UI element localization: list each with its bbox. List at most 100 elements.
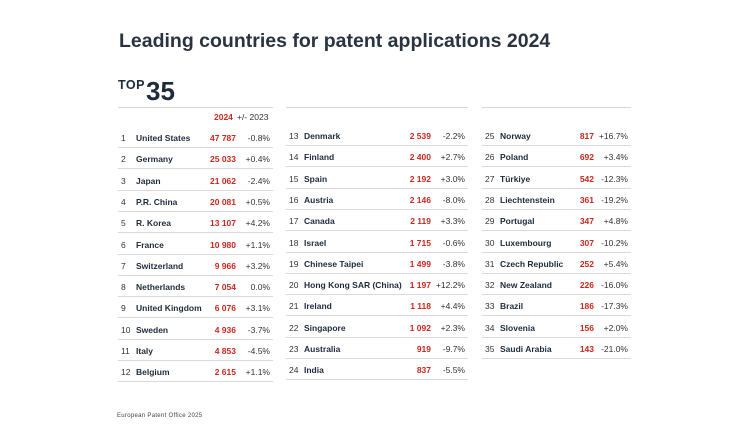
country-cell: Brazil xyxy=(500,301,523,311)
value-cell: 13 107 xyxy=(210,218,236,228)
table-row: 11Italy4 853-4.5% xyxy=(118,340,273,361)
country-cell: Italy xyxy=(136,346,153,356)
rank-cell: 14 xyxy=(289,152,298,162)
rank-cell: 26 xyxy=(485,152,494,162)
table-row: 19Chinese Taipei1 499-3.8% xyxy=(286,253,468,274)
rank-cell: 10 xyxy=(121,325,130,335)
change-cell: +3.3% xyxy=(441,216,465,226)
rank-cell: 18 xyxy=(289,238,298,248)
table-row: 4 P.R. China 20 081 +0.5% xyxy=(118,191,273,212)
rank-cell: 24 xyxy=(289,365,298,375)
rank-cell: 4 xyxy=(121,197,126,207)
value-cell: 1 499 xyxy=(410,259,431,269)
rank-cell: 13 xyxy=(289,131,298,141)
change-cell: +16.7% xyxy=(599,131,628,141)
country-cell: United States xyxy=(136,133,190,143)
value-cell: 10 980 xyxy=(210,240,236,250)
change-cell: -8.0% xyxy=(443,195,465,205)
change-cell: -21.0% xyxy=(601,344,628,354)
change-cell: -17.3% xyxy=(601,301,628,311)
value-cell: 1 092 xyxy=(410,323,431,333)
country-cell: Canada xyxy=(304,216,335,226)
country-cell: Denmark xyxy=(304,131,340,141)
table-row: 14Finland2 400+2.7% xyxy=(286,146,468,167)
change-cell: -2.4% xyxy=(248,176,270,186)
change-cell: +0.5% xyxy=(246,197,270,207)
country-cell: P.R. China xyxy=(136,197,177,207)
change-cell: -9.7% xyxy=(443,344,465,354)
value-cell: 4 936 xyxy=(215,325,236,335)
column-3-top-rule xyxy=(482,107,631,108)
country-cell: India xyxy=(304,365,324,375)
country-cell: Netherlands xyxy=(136,282,185,292)
change-cell: +2.3% xyxy=(441,323,465,333)
change-cell: -10.2% xyxy=(601,238,628,248)
table-row: 17Canada2 119+3.3% xyxy=(286,210,468,231)
country-cell: France xyxy=(136,240,164,250)
table-row: 24India837-5.5% xyxy=(286,359,468,380)
table-row: 1United States47 787-0.8% xyxy=(118,127,273,148)
table-row: 10Sweden4 936-3.7% xyxy=(118,319,273,340)
table-row: 25Norway817+16.7% xyxy=(482,125,631,146)
rank-cell: 17 xyxy=(289,216,298,226)
change-cell: +4.4% xyxy=(441,301,465,311)
change-cell: +3.2% xyxy=(246,261,270,271)
rank-cell: 32 xyxy=(485,280,494,290)
footer-source: European Patent Office 2025 xyxy=(117,413,202,419)
country-cell: Australia xyxy=(304,344,340,354)
country-cell: Spain xyxy=(304,174,327,184)
table-row: 13 Denmark 2 539 -2.2% xyxy=(286,125,468,146)
rank-cell: 23 xyxy=(289,344,298,354)
country-cell: Slovenia xyxy=(500,323,535,333)
value-cell: 4 853 xyxy=(215,346,236,356)
table-row: 5R. Korea13 107+4.2% xyxy=(118,212,273,233)
table-row: 2Germany25 033+0.4% xyxy=(118,148,273,169)
country-cell: Czech Republic xyxy=(500,259,563,269)
change-cell: -3.8% xyxy=(443,259,465,269)
value-cell: 307 xyxy=(580,238,594,248)
value-cell: 20 081 xyxy=(210,197,236,207)
rank-cell: 1 xyxy=(121,133,126,143)
value-cell: 47 787 xyxy=(210,133,236,143)
top-word: TOP xyxy=(118,78,145,92)
country-cell: Belgium xyxy=(136,367,170,377)
change-cell: +2.7% xyxy=(441,152,465,162)
value-cell: 143 xyxy=(580,344,594,354)
change-cell: -2.2% xyxy=(443,131,465,141)
table-row: 35Saudi Arabia143-21.0% xyxy=(482,338,631,359)
country-cell: Ireland xyxy=(304,301,332,311)
rank-cell: 25 xyxy=(485,131,494,141)
table-row: 8Netherlands7 0540.0% xyxy=(118,276,273,297)
country-cell: Türkiye xyxy=(500,174,530,184)
value-cell: 919 xyxy=(417,344,431,354)
country-cell: Japan xyxy=(136,176,161,186)
country-cell: Liechtenstein xyxy=(500,195,555,205)
change-cell: +5.4% xyxy=(604,259,628,269)
rank-cell: 15 xyxy=(289,174,298,184)
rank-cell: 27 xyxy=(485,174,494,184)
header-year: 2024 xyxy=(214,112,233,122)
value-cell: 1 197 xyxy=(410,280,431,290)
top-number: 35 xyxy=(146,76,175,106)
rank-cell: 31 xyxy=(485,259,494,269)
rank-cell: 33 xyxy=(485,301,494,311)
country-cell: United Kingdom xyxy=(136,303,202,313)
country-cell: Switzerland xyxy=(136,261,183,271)
column-2-top-rule xyxy=(286,107,468,108)
value-cell: 9 966 xyxy=(215,261,236,271)
rank-cell: 9 xyxy=(121,303,126,313)
rank-cell: 12 xyxy=(121,367,130,377)
rank-cell: 21 xyxy=(289,301,298,311)
value-cell: 542 xyxy=(580,174,594,184)
change-cell: -12.3% xyxy=(601,174,628,184)
rank-cell: 35 xyxy=(485,344,494,354)
country-cell: Singapore xyxy=(304,323,346,333)
table-row: 22Singapore1 092+2.3% xyxy=(286,317,468,338)
table-row: 30Luxembourg307-10.2% xyxy=(482,232,631,253)
rank-cell: 19 xyxy=(289,259,298,269)
rank-cell: 28 xyxy=(485,195,494,205)
value-cell: 226 xyxy=(580,280,594,290)
value-cell: 2 539 xyxy=(410,131,431,141)
rank-cell: 29 xyxy=(485,216,494,226)
value-cell: 186 xyxy=(580,301,594,311)
